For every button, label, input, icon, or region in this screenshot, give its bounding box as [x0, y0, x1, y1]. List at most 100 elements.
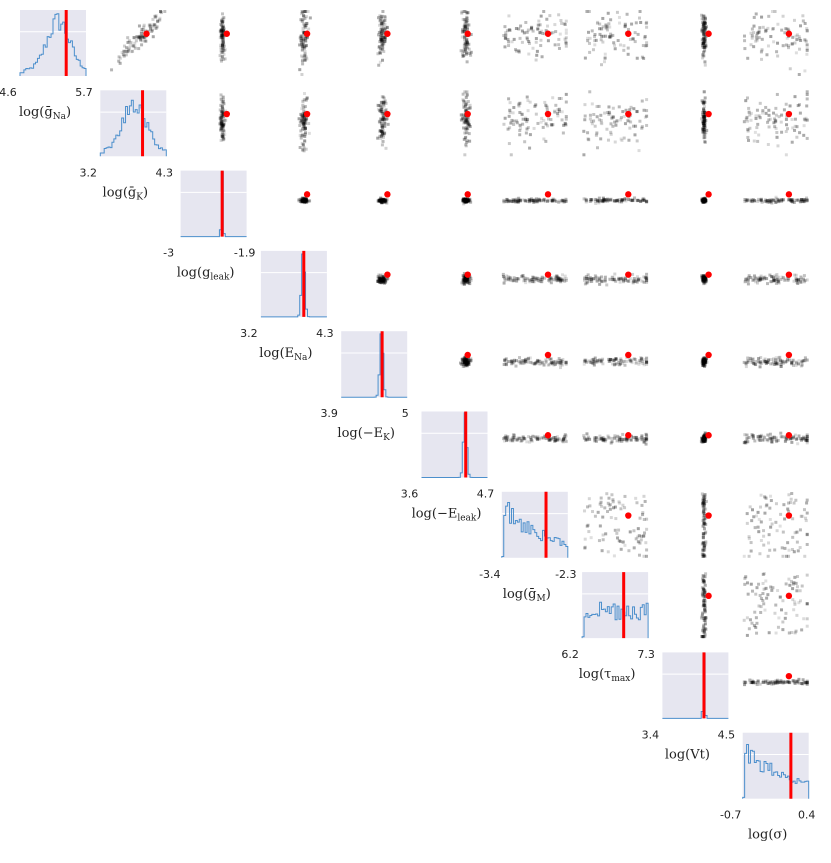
- density-cell: [464, 199, 468, 203]
- density-cell: [705, 25, 709, 29]
- density-cell: [379, 121, 383, 125]
- density-cell: [789, 198, 793, 202]
- density-cell: [304, 197, 308, 201]
- density-cell: [381, 198, 385, 202]
- density-cell: [645, 435, 649, 439]
- density-cell: [701, 635, 705, 639]
- density-cell: [794, 361, 798, 365]
- density-cell: [620, 361, 624, 365]
- density-cell: [465, 107, 469, 111]
- density-cell: [159, 10, 163, 13]
- density-cell: [623, 25, 627, 29]
- density-cell: [563, 433, 567, 437]
- density-cell: [382, 100, 386, 104]
- density-cell: [644, 442, 648, 446]
- density-cell: [538, 437, 542, 441]
- density-cell: [805, 573, 809, 577]
- density-cell: [702, 276, 706, 280]
- density-cell: [382, 100, 386, 104]
- density-cell: [805, 433, 809, 437]
- density-cell: [379, 130, 383, 134]
- density-cell: [623, 506, 627, 510]
- density-cell: [558, 278, 562, 282]
- density-cell: [468, 276, 472, 280]
- density-cell: [744, 360, 748, 364]
- panel-4-6: [502, 351, 568, 370]
- density-cell: [753, 130, 757, 134]
- density-cell: [599, 500, 603, 504]
- density-cell: [702, 500, 706, 504]
- density-cell: [778, 595, 782, 599]
- density-cell: [513, 197, 517, 201]
- density-cell: [221, 123, 225, 127]
- density-cell: [704, 35, 708, 39]
- density-cell: [379, 16, 383, 20]
- density-cell: [464, 127, 468, 131]
- density-cell: [385, 117, 389, 121]
- density-cell: [641, 198, 645, 202]
- density-cell: [703, 599, 707, 603]
- density-cell: [522, 279, 526, 283]
- density-cell: [465, 199, 469, 203]
- density-cell: [465, 364, 469, 368]
- density-cell: [549, 118, 553, 122]
- density-cell: [464, 198, 468, 202]
- density-cell: [775, 681, 779, 685]
- density-cell: [376, 107, 380, 111]
- density-cell: [463, 199, 467, 203]
- density-cell: [154, 14, 158, 18]
- density-cell: [463, 27, 467, 31]
- density-cell: [703, 140, 707, 144]
- density-cell: [793, 681, 797, 685]
- density-cell: [300, 118, 304, 122]
- density-cell: [381, 29, 385, 33]
- density-cell: [595, 21, 599, 25]
- density-cell: [464, 276, 468, 280]
- density-cell: [512, 122, 516, 126]
- density-cell: [764, 111, 768, 115]
- density-cell: [805, 434, 809, 438]
- density-cell: [701, 198, 705, 202]
- density-cell: [770, 522, 774, 526]
- density-cell: [598, 358, 602, 362]
- density-cell: [380, 275, 384, 279]
- panel-2-9: [743, 191, 809, 205]
- density-cell: [564, 440, 568, 444]
- density-cell: [380, 20, 384, 24]
- density-cell: [752, 199, 756, 203]
- density-cell: [604, 275, 608, 279]
- density-cell: [701, 438, 705, 442]
- density-cell: [623, 122, 627, 126]
- density-cell: [703, 198, 707, 202]
- density-cell: [635, 275, 639, 279]
- density-cell: [703, 15, 707, 19]
- density-cell: [758, 278, 762, 282]
- density-cell: [703, 275, 707, 279]
- density-cell: [701, 498, 705, 502]
- density-cell: [702, 359, 706, 363]
- density-cell: [509, 278, 513, 282]
- density-cell: [303, 115, 307, 119]
- density-cell: [221, 20, 225, 24]
- density-cell: [701, 128, 705, 132]
- density-cell: [805, 136, 809, 140]
- density-cell: [466, 11, 470, 15]
- density-cell: [303, 200, 307, 204]
- density-cell: [636, 199, 640, 203]
- density-cell: [792, 200, 796, 204]
- density-cell: [519, 361, 523, 365]
- density-cell: [702, 364, 706, 368]
- density-cell: [645, 109, 649, 113]
- density-cell: [702, 277, 706, 281]
- density-cell: [466, 360, 470, 364]
- density-cell: [526, 360, 530, 364]
- density-cell: [221, 138, 225, 142]
- density-cell: [465, 362, 469, 366]
- density-cell: [380, 273, 384, 277]
- density-cell: [532, 362, 536, 366]
- density-cell: [703, 635, 707, 639]
- density-cell: [743, 47, 747, 51]
- density-cell: [544, 360, 548, 364]
- density-cell: [462, 356, 466, 360]
- density-cell: [613, 278, 617, 282]
